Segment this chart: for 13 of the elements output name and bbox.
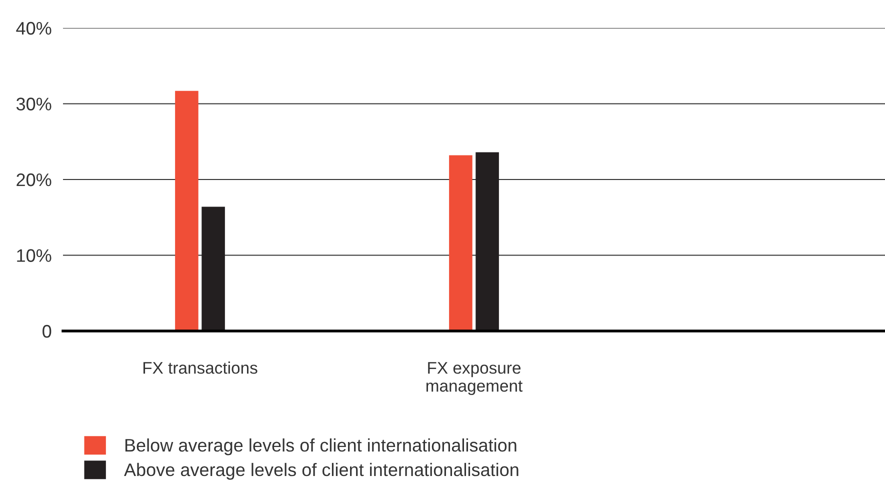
x-tick-label: FX transactions	[143, 362, 258, 374]
legend-label: Below average levels of client internationalisation	[125, 438, 516, 456]
y-tick-label: 10%	[17, 249, 52, 262]
y-tick-label: 20%	[16, 173, 52, 186]
legend-label: Above average levels of client internationalisation	[124, 462, 518, 480]
bar	[202, 206, 225, 331]
y-tick-label: 40%	[16, 22, 52, 35]
x-tick-label: FX exposure management	[426, 362, 523, 396]
y-tick-label: 30%	[16, 98, 52, 110]
bar	[476, 152, 499, 331]
bar	[449, 155, 472, 331]
y-tick-label: 0	[42, 324, 52, 338]
bar	[175, 90, 198, 331]
